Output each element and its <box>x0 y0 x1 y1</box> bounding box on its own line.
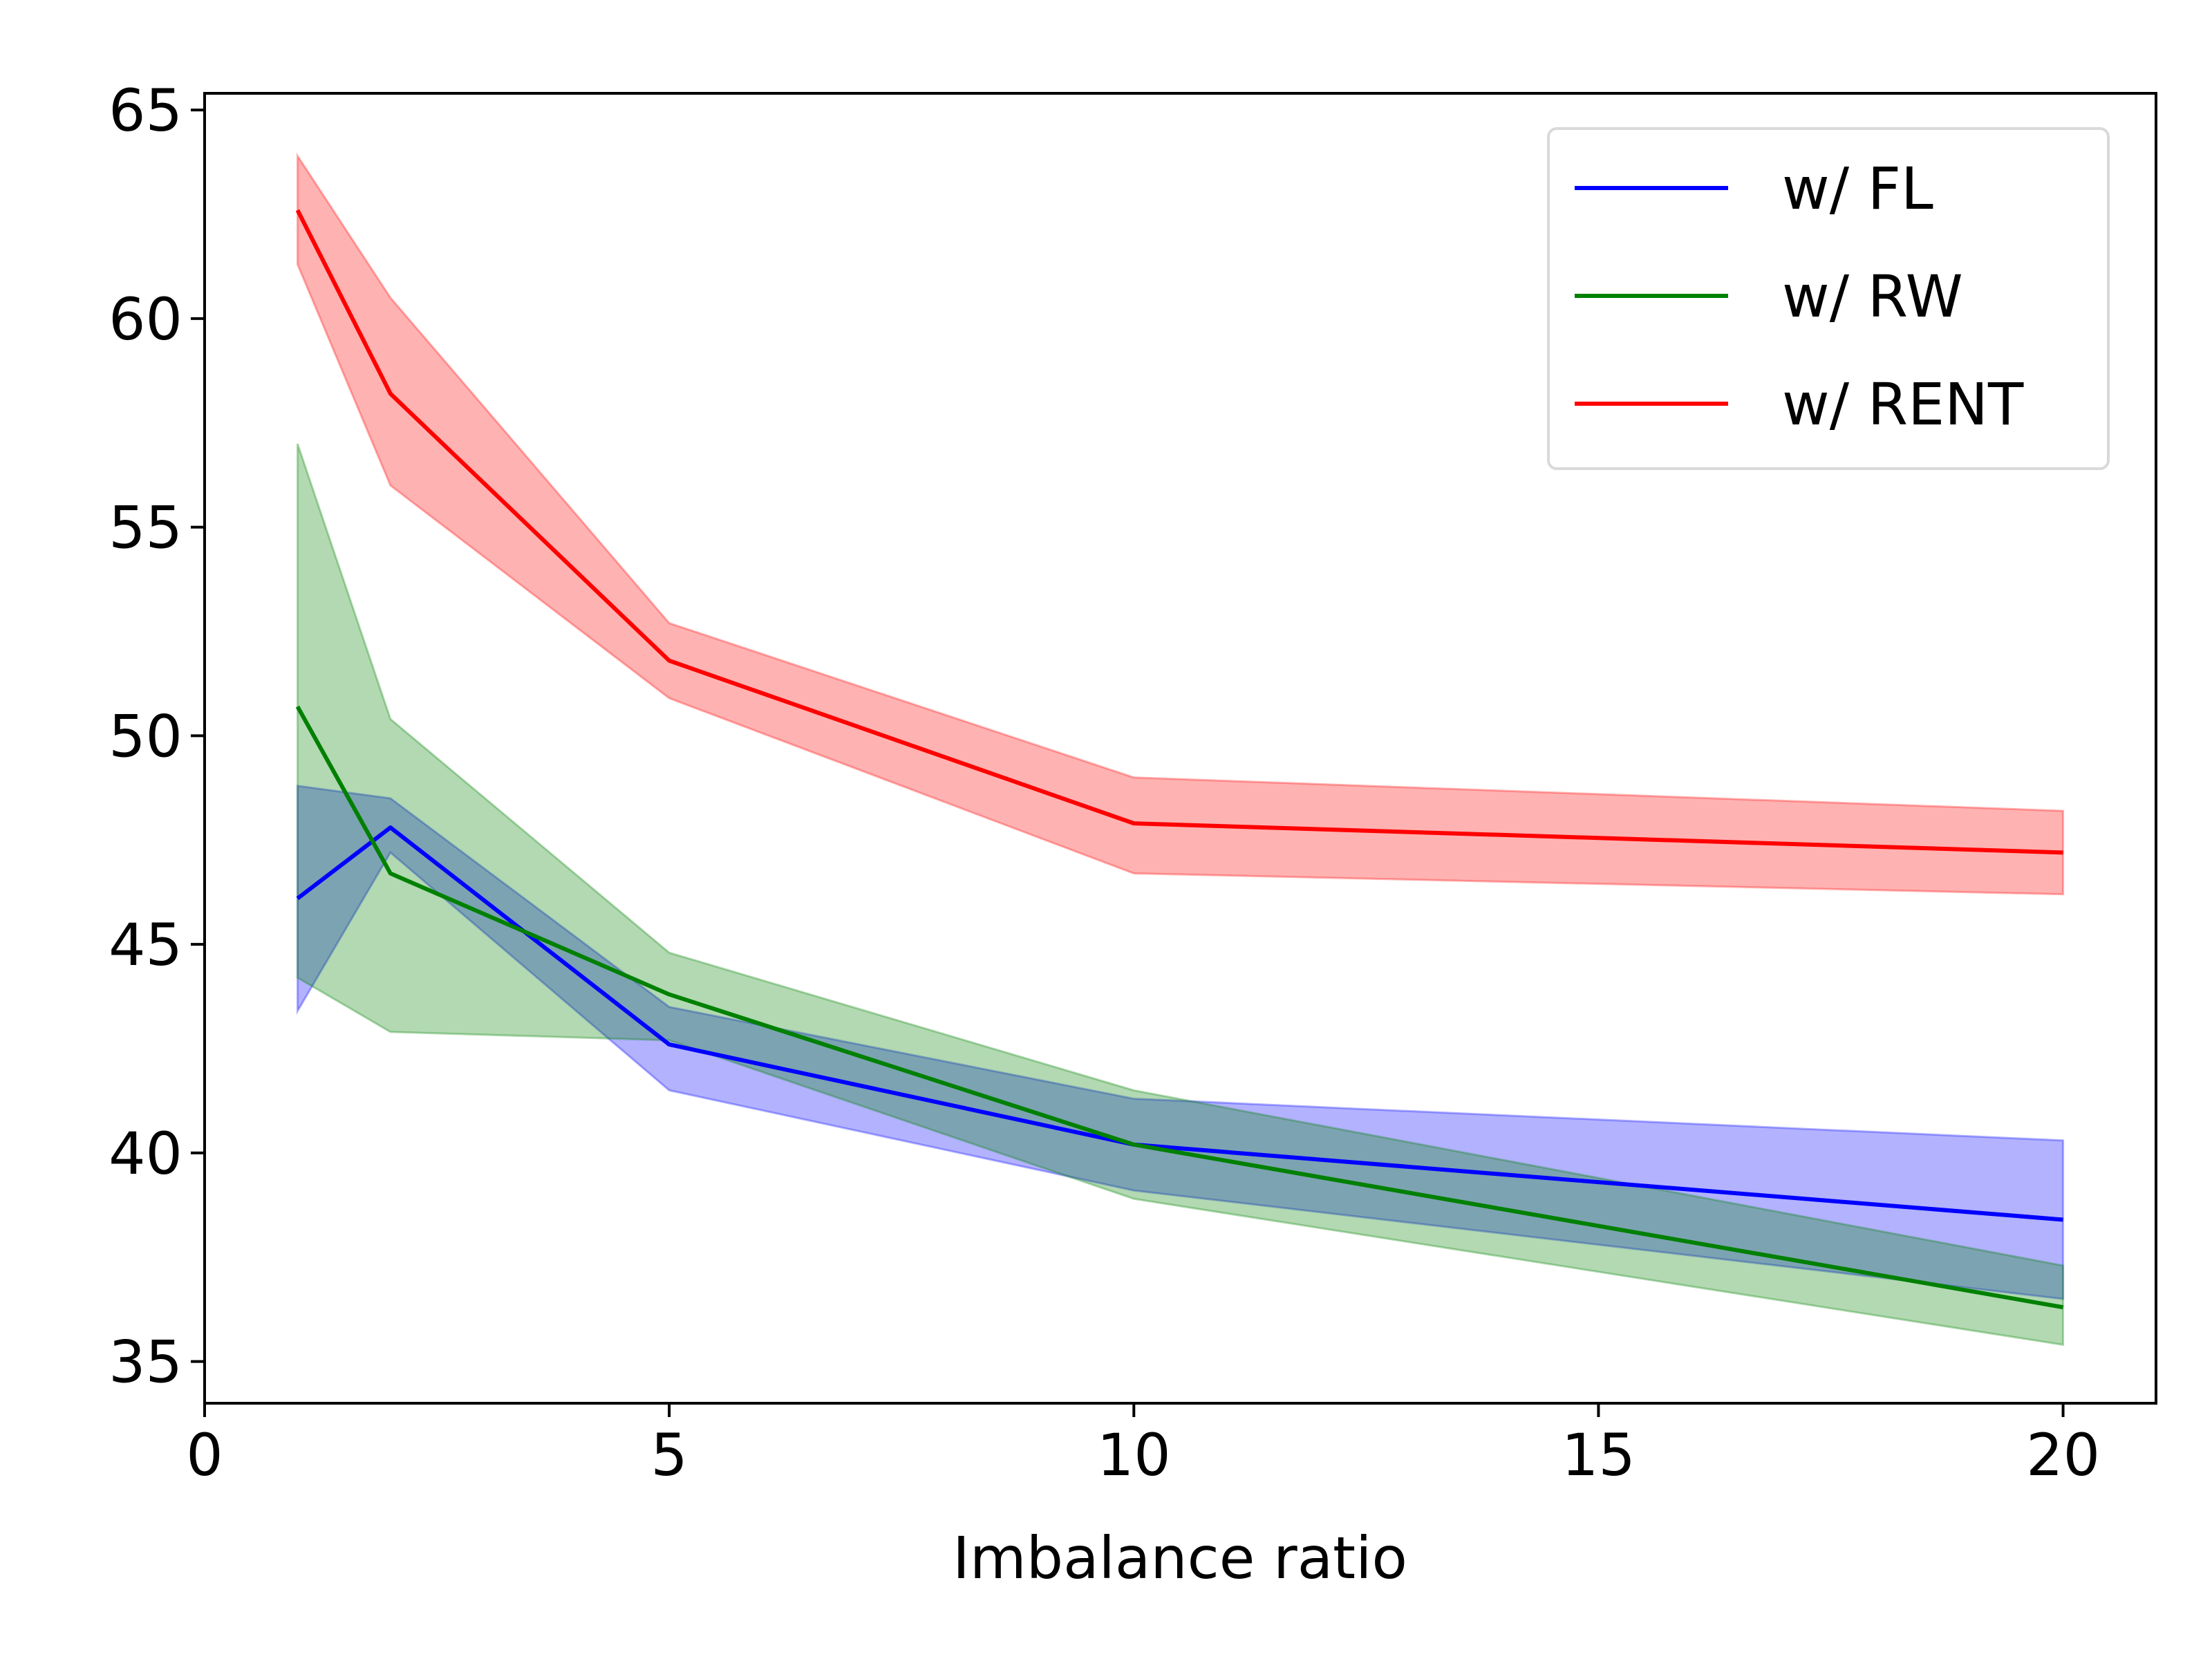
x-tick-label: 15 <box>1562 1421 1635 1489</box>
x-tick-label: 0 <box>186 1421 223 1489</box>
y-tick-label: 40 <box>109 1120 182 1188</box>
y-tick-label: 55 <box>109 494 182 562</box>
legend: w/ FL w/ RW w/ RENT <box>1547 127 2110 470</box>
legend-box <box>1547 127 2110 470</box>
x-tick-label: 10 <box>1097 1421 1171 1489</box>
y-tick-label: 65 <box>109 77 182 144</box>
x-axis-ticks: 0 5 10 15 20 <box>186 1403 2100 1489</box>
x-axis-label: Imbalance ratio <box>953 1524 1407 1592</box>
y-tick-label: 60 <box>109 285 182 353</box>
x-tick-label: 5 <box>650 1421 687 1489</box>
band-w-fl <box>296 785 2065 1300</box>
y-axis-ticks: 35 40 45 50 55 60 65 <box>109 77 205 1396</box>
line-w-rent <box>295 209 2063 855</box>
y-tick-label: 35 <box>109 1329 182 1396</box>
band-w-rent <box>296 152 2065 896</box>
band-w-rw <box>296 443 2065 1347</box>
legend-label-w-rw: w/ RW <box>1782 263 1963 330</box>
y-tick-label: 50 <box>109 702 182 770</box>
series-lines <box>295 209 2064 1310</box>
legend-label-w-fl: w/ FL <box>1782 155 1933 223</box>
confidence-bands <box>296 152 2065 1347</box>
line-w-rw <box>295 705 2064 1310</box>
x-tick-label: 20 <box>2026 1421 2100 1489</box>
line-w-fl <box>296 825 2063 1222</box>
plot-frame <box>203 92 2157 1405</box>
legend-label-w-rent: w/ RENT <box>1782 371 2024 438</box>
y-tick-label: 45 <box>109 911 182 979</box>
